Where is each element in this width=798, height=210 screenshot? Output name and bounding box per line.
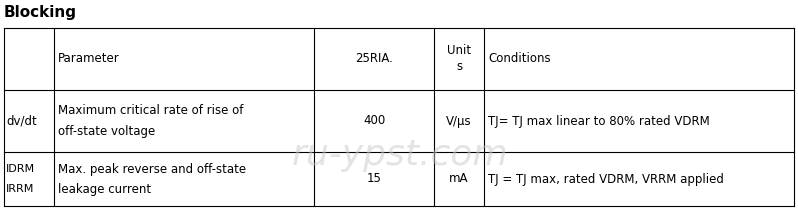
Text: Conditions: Conditions bbox=[488, 52, 551, 66]
Text: V/μs: V/μs bbox=[446, 114, 472, 127]
Text: 25RIA.: 25RIA. bbox=[355, 52, 393, 66]
Text: Maximum critical rate of rise of: Maximum critical rate of rise of bbox=[58, 105, 243, 118]
Text: s: s bbox=[456, 60, 462, 74]
Text: IDRM: IDRM bbox=[6, 164, 35, 174]
Text: TJ= TJ max linear to 80% rated VDRM: TJ= TJ max linear to 80% rated VDRM bbox=[488, 114, 709, 127]
Text: 400: 400 bbox=[363, 114, 385, 127]
Text: leakage current: leakage current bbox=[58, 182, 151, 196]
Text: dv/dt: dv/dt bbox=[6, 114, 37, 127]
Text: Blocking: Blocking bbox=[4, 5, 77, 21]
Text: Parameter: Parameter bbox=[58, 52, 120, 66]
Text: TJ = TJ max, rated VDRM, VRRM applied: TJ = TJ max, rated VDRM, VRRM applied bbox=[488, 172, 724, 185]
Text: mA: mA bbox=[449, 172, 468, 185]
Text: Unit: Unit bbox=[447, 45, 471, 58]
Text: off-state voltage: off-state voltage bbox=[58, 125, 156, 138]
Text: ru-ypst.com: ru-ypst.com bbox=[291, 138, 508, 172]
Text: IRRM: IRRM bbox=[6, 184, 34, 194]
Text: 15: 15 bbox=[366, 172, 381, 185]
Text: Max. peak reverse and off-state: Max. peak reverse and off-state bbox=[58, 163, 246, 176]
